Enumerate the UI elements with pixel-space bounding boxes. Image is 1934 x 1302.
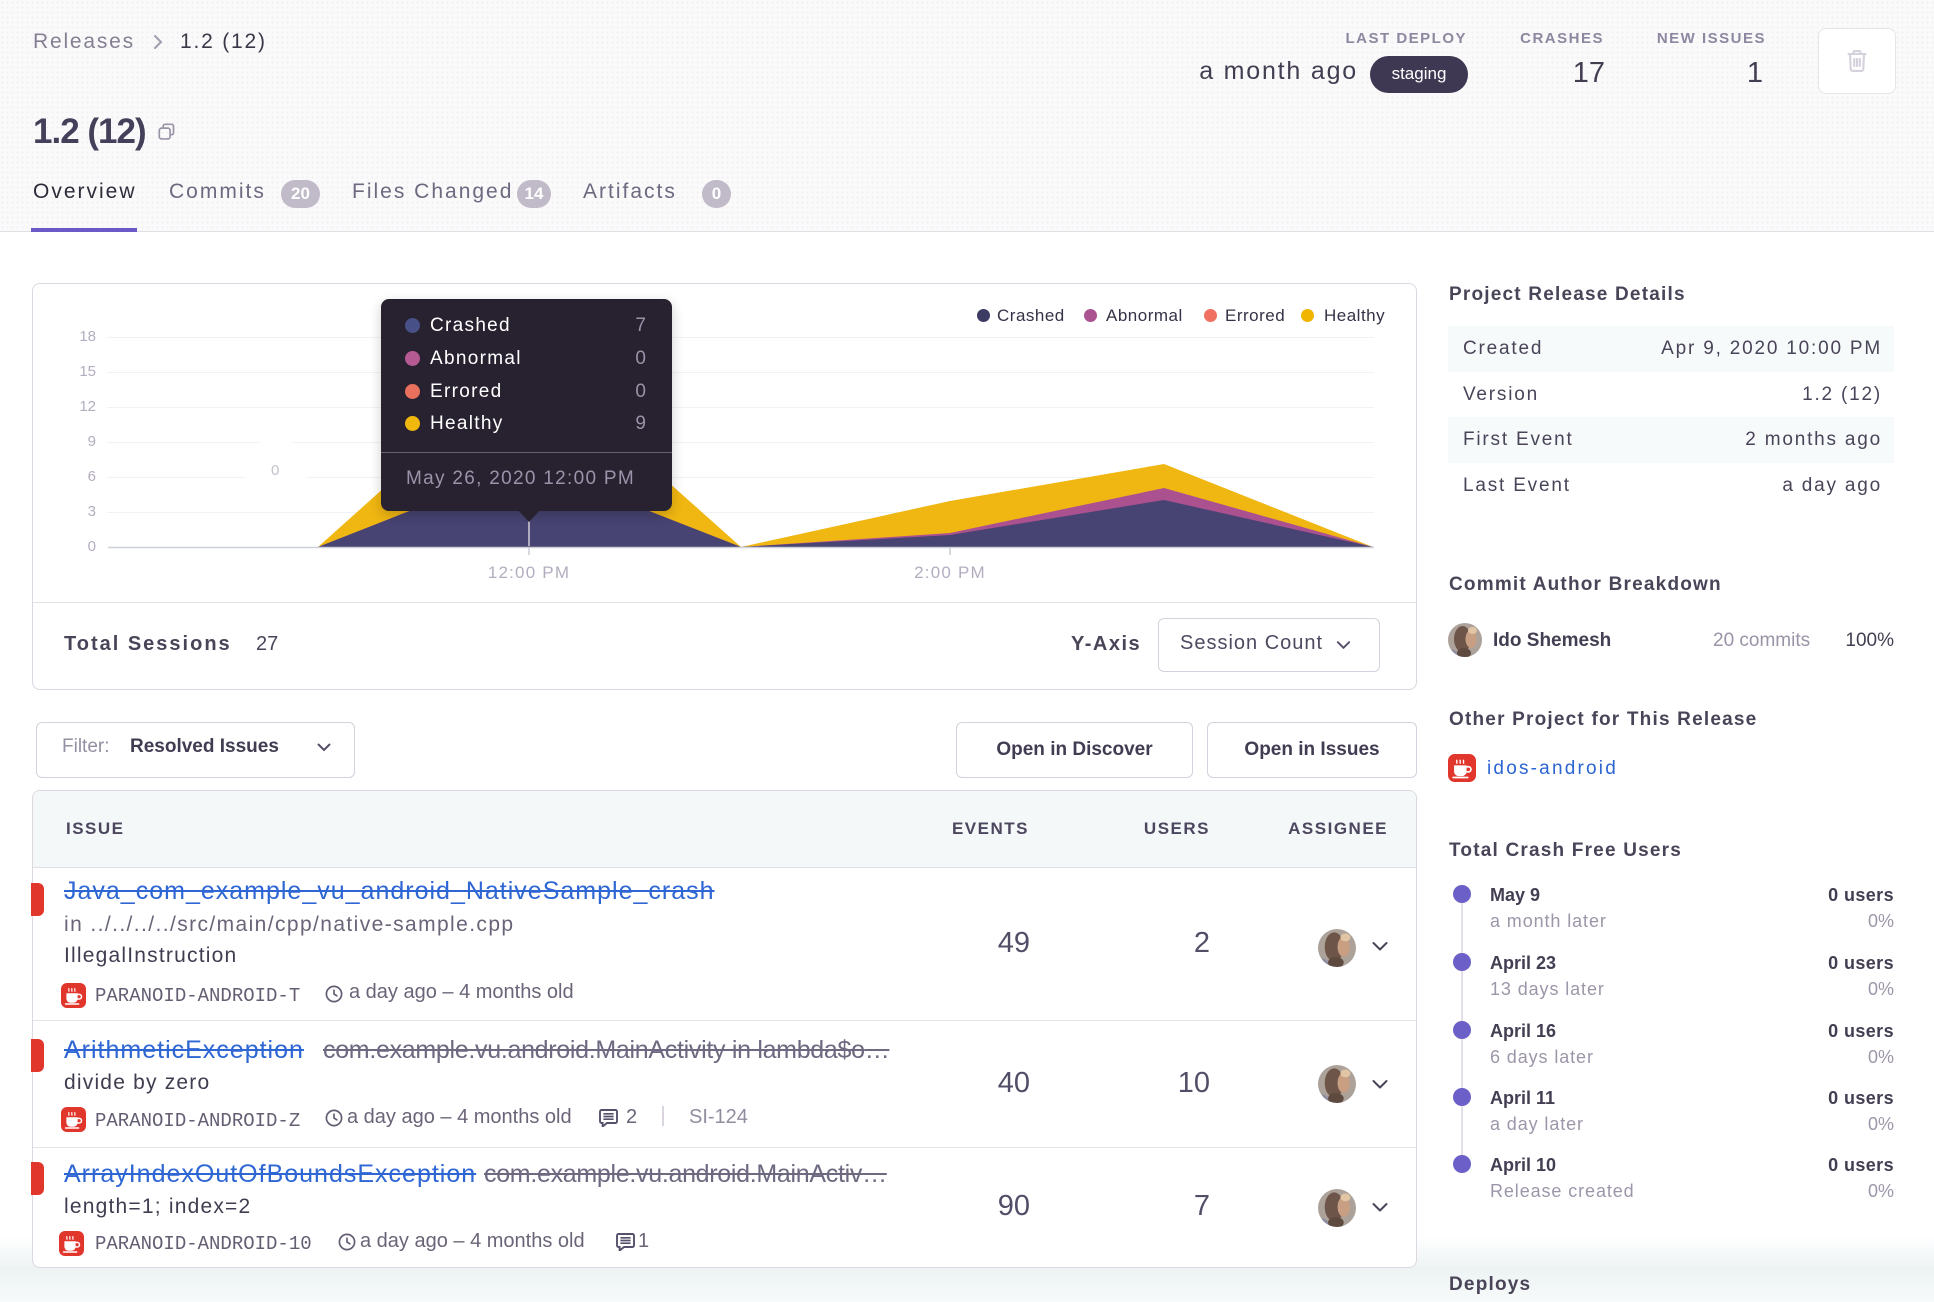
svg-text:0: 0	[271, 462, 279, 479]
